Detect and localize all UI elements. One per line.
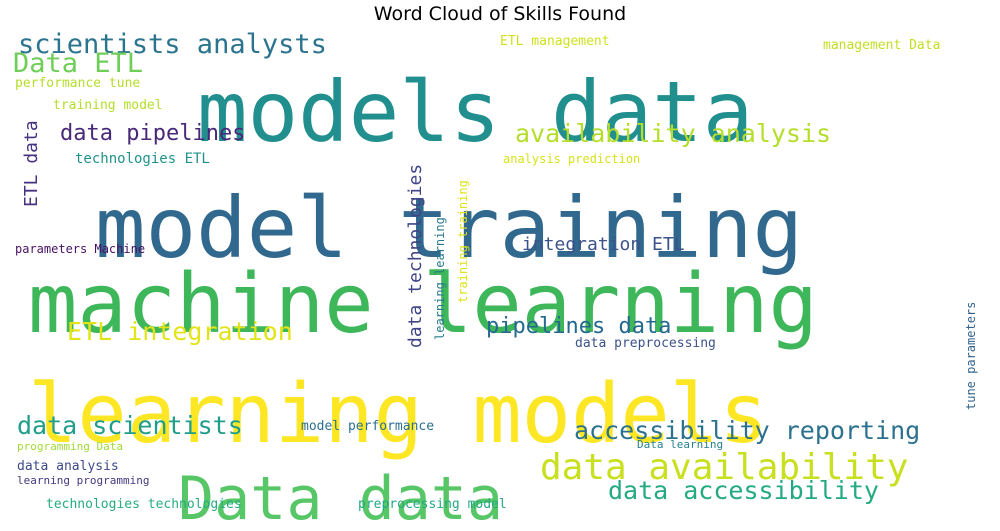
word-machine-learning: machine learning [28, 257, 818, 352]
word-data-pipelines: data pipelines [60, 121, 245, 146]
word-cloud: models data model training machine learnin… [12, 30, 990, 523]
word-data-technologies: data technologies [405, 164, 426, 348]
word-analysis-prediction: analysis prediction [503, 152, 640, 166]
word-accessibility-reporting: accessibility reporting [574, 416, 920, 445]
word-etl-integration: ETL integration [67, 317, 293, 346]
word-pipelines-data: pipelines data [486, 314, 671, 339]
word-preprocessing-model: preprocessing model [358, 497, 507, 512]
word-model-training: model training [95, 179, 803, 277]
word-management-data: management Data [823, 38, 940, 53]
word-data-preprocessing: data preprocessing [575, 336, 716, 351]
chart-title: Word Cloud of Skills Found [373, 3, 627, 25]
word-availability-analysis: availability analysis [515, 119, 831, 148]
word-performance-tune: performance tune [15, 76, 140, 91]
word-learning-programming: learning programming [17, 474, 149, 487]
word-data-accessibility: data accessibility [608, 476, 879, 505]
word-data-etl: Data ETL [13, 48, 143, 79]
word-scientists-analysts: scientists analysts [18, 30, 327, 60]
word-data-data: Data data [178, 464, 503, 523]
word-training-model: training model [53, 98, 163, 113]
word-data-analysis: data analysis [17, 459, 119, 474]
word-programming-data: programming Data [17, 440, 123, 453]
word-data-scientists: data scientists [17, 411, 243, 440]
word-etl-data: ETL data [21, 120, 42, 207]
word-data-availability: data availability [540, 447, 908, 488]
word-models-data: models data [197, 63, 753, 161]
word-technologies-etl: technologies ETL [75, 151, 210, 167]
word-parameters-machine: parameters Machine [15, 242, 145, 256]
word-technologies-technologies: technologies technologies [46, 497, 242, 512]
word-etl-management: ETL management [500, 34, 610, 49]
word-integration-etl: integration ETL [522, 234, 685, 255]
word-data-learning: Data learning [637, 438, 723, 451]
word-model-performance: model performance [301, 419, 434, 434]
word-learning-models: learning models [28, 367, 769, 462]
word-tune-parameters: tune parameters [964, 302, 978, 410]
word-learning-learning: learning learning [433, 217, 447, 340]
word-training-training: training training [456, 180, 470, 303]
